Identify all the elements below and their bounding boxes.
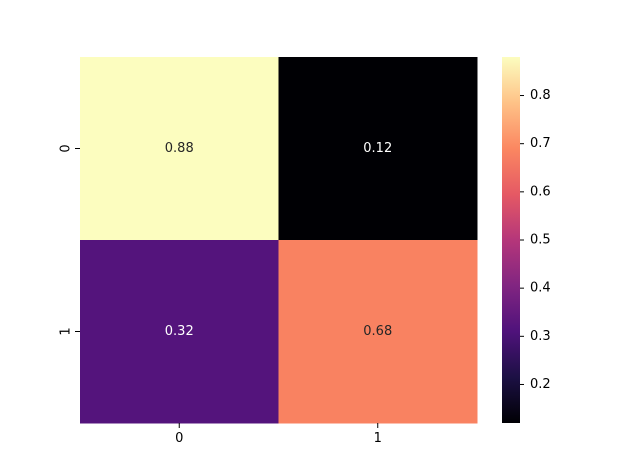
colorbar-tick-label: 0.8: [530, 88, 551, 103]
colorbar-tick-label: 0.5: [530, 233, 551, 248]
colorbar-tick-label: 0.2: [530, 377, 551, 392]
heatmap-plot-area: 0.88 0.12 0.32 0.68 0 1 0 1: [59, 57, 478, 446]
colorbar-tick-label: 0.7: [530, 136, 551, 151]
heatmap-cell: [80, 240, 279, 424]
y-tick-label: 0: [59, 144, 74, 152]
y-tick-label: 1: [59, 327, 74, 335]
cell-annotation: 0.32: [165, 324, 194, 339]
cell-annotation: 0.68: [363, 324, 392, 339]
colorbar-tick-label: 0.6: [530, 184, 551, 199]
colorbar-tick-label: 0.4: [530, 281, 551, 296]
colorbar: 0.2 0.3 0.4 0.5 0.6 0.7 0.8: [502, 57, 551, 423]
heatmap-cell: [278, 240, 478, 424]
x-tick-label: 1: [374, 431, 382, 446]
cell-annotation: 0.12: [363, 141, 392, 156]
colorbar-tick-label: 0.3: [530, 329, 551, 344]
heatmap-cell: [80, 57, 279, 241]
colorbar-gradient: [502, 57, 520, 423]
heatmap-cell: [278, 57, 478, 241]
cell-annotation: 0.88: [165, 141, 194, 156]
x-tick-label: 0: [175, 431, 183, 446]
